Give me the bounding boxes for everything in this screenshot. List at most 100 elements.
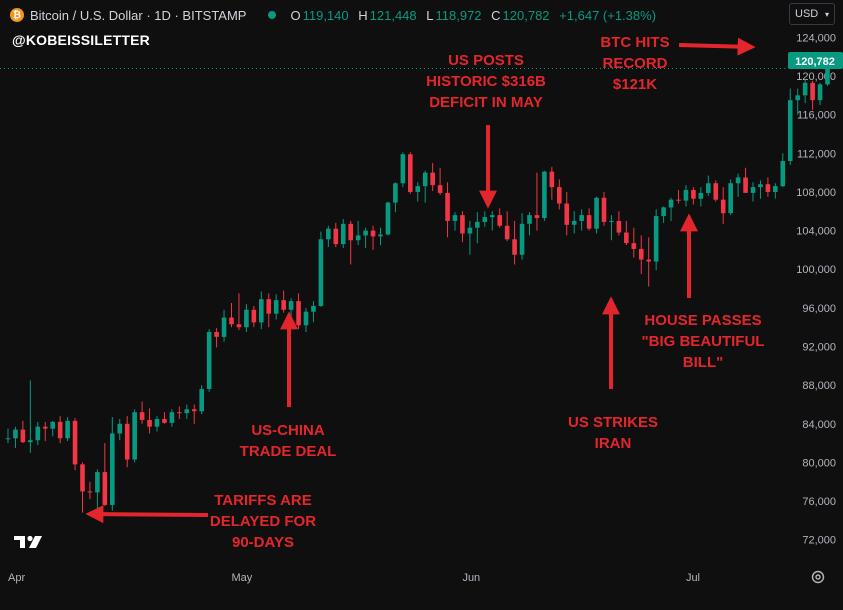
x-tick-label: Apr: [8, 572, 25, 584]
candle: [780, 153, 786, 188]
x-tick-label: Jul: [686, 572, 700, 584]
candle: [177, 406, 182, 419]
candle: [199, 385, 204, 415]
candle: [616, 211, 622, 236]
y-tick-label: 124,000: [796, 32, 836, 44]
candle: [549, 166, 555, 200]
y-tick-label: 104,000: [796, 226, 836, 238]
candle: [475, 212, 480, 244]
currency-select[interactable]: USD ▾: [789, 3, 835, 25]
candle: [720, 187, 726, 224]
chevron-down-icon: ▾: [824, 9, 829, 19]
y-tick-label: 120,000: [796, 71, 836, 83]
candle: [50, 420, 55, 437]
candle: [229, 303, 234, 328]
candle: [631, 227, 637, 258]
candle: [661, 206, 666, 223]
candle: [393, 182, 398, 213]
candle: [57, 416, 63, 444]
y-tick-label: 80,000: [802, 457, 836, 469]
y-tick-label: 96,000: [802, 303, 836, 315]
candle: [169, 409, 175, 427]
annotation-arrows: [85, 37, 756, 524]
candle: [348, 220, 353, 265]
gear-icon[interactable]: [810, 569, 826, 585]
tariffs-arrow: [85, 505, 209, 524]
candle: [221, 309, 227, 342]
candle: [333, 222, 339, 248]
candle: [437, 167, 443, 195]
y-tick-label: 88,000: [802, 380, 836, 392]
candle: [42, 421, 48, 442]
candle: [765, 177, 771, 197]
candle: [5, 428, 11, 444]
candle: [236, 293, 242, 331]
candle: [445, 182, 450, 238]
candle: [400, 152, 406, 188]
ohlc-readout: O 119,140 H 121,448 L 118,972 C 120,782 +1,6…: [290, 7, 657, 23]
candle: [542, 170, 547, 221]
annotation-deficit: US POSTS HISTORIC $316B DEFICIT IN MAY: [426, 52, 546, 111]
candle: [95, 469, 100, 516]
candle: [244, 304, 249, 333]
candle: [154, 416, 160, 432]
candle: [624, 220, 629, 246]
tradingview-logo-icon: [14, 535, 42, 548]
candle: [117, 418, 123, 441]
y-tick-label: 84,000: [802, 419, 836, 431]
candle: [452, 212, 458, 231]
candle: [713, 180, 719, 202]
candle: [273, 294, 279, 320]
candle: [564, 191, 570, 236]
y-tick-label: 100,000: [796, 264, 836, 276]
candle: [281, 290, 286, 313]
candle: [363, 227, 368, 248]
candle: [378, 227, 383, 246]
watermark: @KOBEISSILETTER: [12, 32, 150, 48]
candle: [288, 298, 294, 318]
candle: [676, 190, 681, 204]
candle: [80, 462, 85, 513]
x-tick-label: Jun: [462, 572, 480, 584]
y-tick-label: 108,000: [796, 187, 836, 199]
candle: [638, 235, 644, 275]
candle: [750, 182, 756, 202]
candle: [527, 212, 532, 236]
candle: [586, 208, 592, 231]
candle: [139, 401, 145, 424]
candle: [355, 220, 361, 246]
candle: [72, 417, 78, 471]
candle: [787, 88, 793, 165]
candle: [706, 175, 711, 196]
y-tick-label: 112,000: [797, 148, 836, 160]
symbol-title[interactable]: Bitcoin / U.S. Dollar · 1D · BITSTAMP: [30, 7, 247, 23]
x-tick-label: May: [232, 572, 253, 584]
candle: [698, 187, 704, 207]
candle: [318, 231, 324, 307]
candle: [668, 197, 674, 221]
candle: [482, 211, 488, 227]
candle: [35, 421, 41, 446]
y-tick-label: 92,000: [802, 342, 836, 354]
change-value: +1,647 (+1.38%): [559, 7, 657, 23]
market-status-icon: [268, 11, 277, 19]
candle: [460, 211, 465, 243]
candle: [415, 182, 421, 202]
candle: [512, 220, 517, 265]
candle: [534, 172, 540, 231]
currency-label: USD: [795, 8, 819, 20]
candle: [579, 209, 584, 231]
candle: [259, 291, 264, 330]
candle: [65, 417, 70, 442]
candle: [28, 380, 33, 453]
candle: [191, 404, 197, 424]
candle: [340, 218, 346, 248]
price-label: 120,782: [788, 52, 843, 69]
candle: [251, 305, 257, 328]
candle: [735, 173, 741, 197]
candle: [810, 80, 815, 110]
candle: [206, 329, 212, 392]
annotation-trade-deal: US-CHINA TRADE DEAL: [239, 422, 337, 460]
candle: [303, 307, 309, 333]
